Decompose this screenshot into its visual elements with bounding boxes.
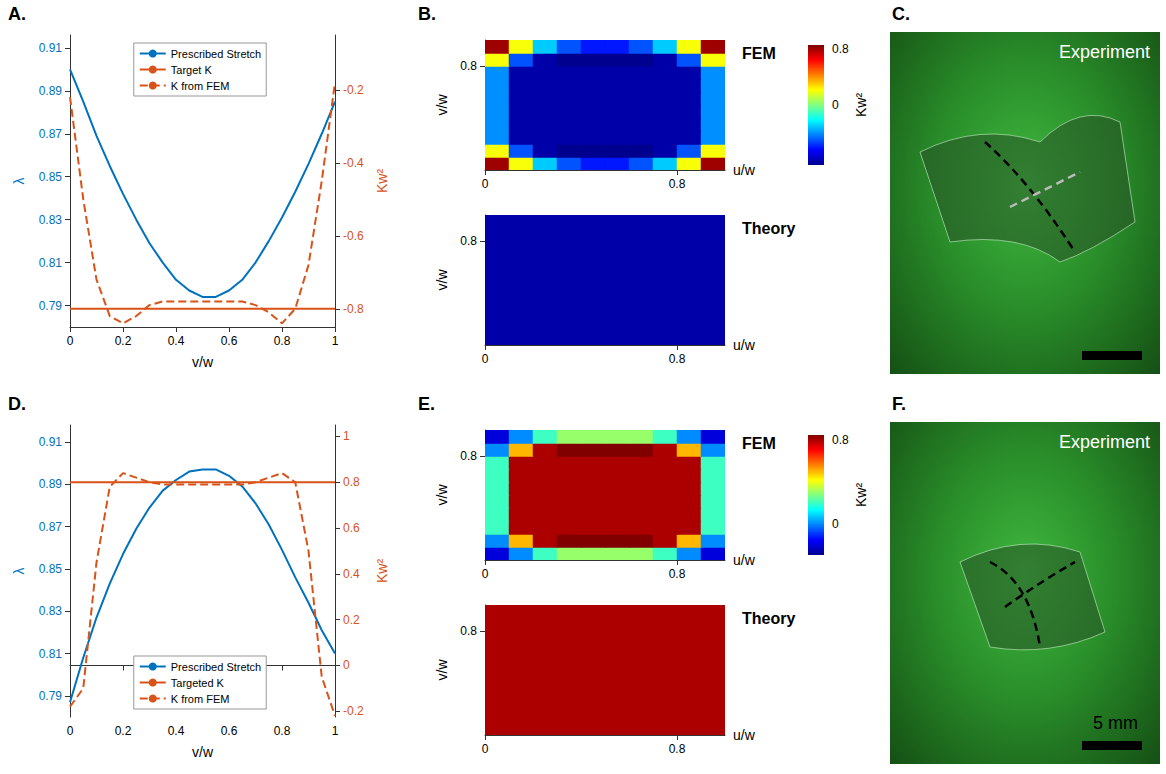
svg-text:0.81: 0.81	[39, 647, 63, 661]
svg-text:0: 0	[482, 352, 489, 366]
svg-text:0.2: 0.2	[115, 334, 132, 348]
svg-text:0.6: 0.6	[221, 334, 238, 348]
svg-text:0.79: 0.79	[39, 299, 63, 313]
svg-text:0.83: 0.83	[39, 604, 63, 618]
svg-text:0.89: 0.89	[39, 84, 63, 98]
svg-text:v/w: v/w	[434, 94, 450, 116]
svg-text:0.8: 0.8	[669, 567, 686, 581]
svg-text:0.83: 0.83	[39, 213, 63, 227]
svg-text:v/w: v/w	[192, 744, 214, 760]
svg-text:0.8: 0.8	[274, 334, 291, 348]
svg-text:0.4: 0.4	[343, 567, 360, 581]
svg-text:FEM: FEM	[742, 45, 776, 62]
svg-text:0.8: 0.8	[274, 724, 291, 738]
html-text:E.: E.	[418, 394, 435, 414]
svg-text:0.8: 0.8	[832, 433, 849, 447]
svg-text:-0.2: -0.2	[343, 704, 364, 718]
svg-text:-0.4: -0.4	[343, 156, 364, 170]
svg-text:Prescribed Stretch: Prescribed Stretch	[171, 661, 261, 673]
svg-text:0.89: 0.89	[39, 477, 63, 491]
svg-text:0.87: 0.87	[39, 127, 63, 141]
svg-text:Kw²: Kw²	[374, 559, 390, 583]
svg-text:0.6: 0.6	[221, 724, 238, 738]
svg-text:0: 0	[482, 567, 489, 581]
svg-text:1: 1	[332, 724, 339, 738]
svg-text:0: 0	[67, 724, 74, 738]
svg-text:0.8: 0.8	[669, 742, 686, 756]
svg-text:Kw²: Kw²	[374, 169, 390, 193]
svg-text:-0.8: -0.8	[343, 302, 364, 316]
svg-text:0.79: 0.79	[39, 689, 63, 703]
svg-text:0.8: 0.8	[343, 475, 360, 489]
svg-text:v/w: v/w	[434, 269, 450, 291]
svg-text:u/w: u/w	[733, 162, 756, 178]
svg-text:0.81: 0.81	[39, 256, 63, 270]
svg-text:v/w: v/w	[192, 354, 214, 370]
svg-text:FEM: FEM	[742, 435, 776, 452]
svg-text:u/w: u/w	[733, 337, 756, 353]
html-text:Experiment: Experiment	[1059, 42, 1150, 62]
html-text:C.: C.	[892, 4, 910, 24]
svg-text:0.2: 0.2	[343, 613, 360, 627]
html-text:B.: B.	[418, 4, 436, 24]
svg-text:0.8: 0.8	[832, 42, 849, 56]
svg-text:0.87: 0.87	[39, 520, 63, 534]
svg-text:Theory: Theory	[742, 610, 795, 627]
svg-text:Theory: Theory	[742, 220, 795, 237]
svg-text:0: 0	[482, 742, 489, 756]
html-text:F.: F.	[892, 394, 906, 414]
svg-text:Target K: Target K	[171, 64, 213, 76]
svg-text:0: 0	[832, 517, 839, 531]
svg-text:0: 0	[67, 334, 74, 348]
svg-text:λ: λ	[11, 568, 27, 575]
svg-text:Kw²: Kw²	[853, 93, 869, 117]
svg-text:K from FEM: K from FEM	[171, 80, 230, 92]
svg-text:0: 0	[832, 98, 839, 112]
svg-text:Prescribed Stretch: Prescribed Stretch	[171, 48, 261, 60]
svg-text:1: 1	[332, 334, 339, 348]
svg-text:Targeted K: Targeted K	[171, 677, 225, 689]
svg-text:0.91: 0.91	[39, 435, 63, 449]
svg-text:v/w: v/w	[434, 484, 450, 506]
svg-text:0.8: 0.8	[460, 624, 477, 638]
svg-text:-0.6: -0.6	[343, 229, 364, 243]
svg-text:0.85: 0.85	[39, 170, 63, 184]
svg-text:0.4: 0.4	[168, 334, 185, 348]
svg-text:Kw²: Kw²	[853, 483, 869, 507]
svg-text:0.4: 0.4	[168, 724, 185, 738]
svg-text:0.8: 0.8	[669, 352, 686, 366]
svg-text:λ: λ	[11, 178, 27, 185]
svg-text:K from FEM: K from FEM	[171, 693, 230, 705]
svg-text:-0.2: -0.2	[343, 83, 364, 97]
svg-text:v/w: v/w	[434, 659, 450, 681]
svg-text:0: 0	[482, 177, 489, 191]
html-text:Experiment: Experiment	[1059, 432, 1150, 452]
svg-text:0.2: 0.2	[115, 724, 132, 738]
svg-text:0.8: 0.8	[669, 177, 686, 191]
svg-text:0.8: 0.8	[460, 234, 477, 248]
svg-text:0.85: 0.85	[39, 562, 63, 576]
svg-text:0: 0	[343, 658, 350, 672]
svg-text:0.91: 0.91	[39, 41, 63, 55]
svg-text:u/w: u/w	[733, 552, 756, 568]
svg-text:1: 1	[343, 429, 350, 443]
svg-text:0.8: 0.8	[460, 449, 477, 463]
svg-text:u/w: u/w	[733, 727, 756, 743]
svg-text:0.8: 0.8	[460, 59, 477, 73]
html-text:D.: D.	[8, 394, 26, 414]
svg-text:0.6: 0.6	[343, 521, 360, 535]
html-text:A.: A.	[8, 4, 26, 24]
html-text:5 mm: 5 mm	[1093, 713, 1138, 733]
